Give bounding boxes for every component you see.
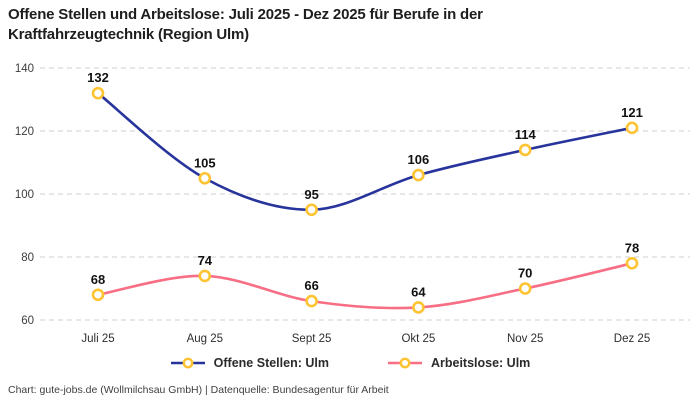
series-line-0	[96, 91, 634, 212]
data-point-value-label: 68	[91, 272, 105, 287]
data-point-marker	[412, 168, 425, 182]
x-tick-label: Aug 25	[187, 333, 223, 345]
legend-label-arbeitslose: Arbeitslose: Ulm	[430, 356, 531, 370]
data-point-value-label: 105	[194, 155, 216, 170]
data-point-marker	[625, 121, 639, 135]
data-point-value-label: 70	[518, 266, 532, 281]
data-point-marker	[198, 171, 212, 185]
legend-label-offene-stellen: Offene Stellen: Ulm	[213, 356, 329, 370]
data-point-value-label: 132	[87, 70, 109, 85]
data-point-value-label: 74	[198, 253, 213, 268]
x-tick-label: Dez 25	[614, 333, 650, 345]
x-tick-label: Nov 25	[507, 333, 543, 345]
data-point-value-label: 121	[621, 105, 643, 120]
data-point-marker	[412, 301, 425, 314]
data-point-marker	[198, 269, 212, 283]
chart-source-attribution: Chart: gute-jobs.de (Wollmilchsau GmbH) …	[8, 384, 389, 396]
data-point-marker	[91, 86, 105, 100]
data-point-marker	[625, 257, 639, 270]
x-tick-label: Sept 25	[292, 333, 332, 345]
x-tick-label: Juli 25	[81, 333, 114, 345]
legend-line-marker-icon	[170, 357, 205, 369]
line-chart-plot-area: 60 80 100 120 140 Juli 25 Aug 25 Sept 25 Okt 25 N…	[15, 63, 690, 345]
data-point-value-label: 95	[304, 187, 318, 202]
series-line-1	[96, 262, 634, 310]
legend-line-marker-icon	[387, 357, 422, 369]
data-point-marker	[305, 294, 318, 308]
y-tick-label-140: 140	[15, 63, 34, 75]
y-tick-label-60: 60	[21, 315, 34, 327]
data-point-marker	[305, 203, 318, 217]
y-tick-label-120: 120	[15, 126, 34, 138]
data-point-value-label: 78	[625, 240, 639, 255]
data-point-value-label: 106	[408, 152, 430, 167]
data-point-value-label: 64	[411, 284, 426, 299]
data-point-marker	[91, 288, 105, 302]
x-tick-label: Okt 25	[401, 333, 435, 345]
chart-legend: Offene Stellen: Ulm Arbeitslose: Ulm	[0, 356, 700, 370]
legend-item-arbeitslose: Arbeitslose: Ulm	[387, 356, 530, 370]
data-point-value-label: 66	[304, 278, 318, 293]
y-tick-label-100: 100	[15, 189, 34, 201]
data-point-marker	[518, 282, 532, 295]
legend-item-offene-stellen: Offene Stellen: Ulm	[170, 356, 329, 370]
data-point-marker	[518, 143, 532, 157]
chart-title: Offene Stellen und Arbeitslose: Juli 202…	[8, 6, 483, 43]
y-tick-label-80: 80	[21, 252, 34, 264]
data-point-value-label: 114	[515, 127, 537, 142]
